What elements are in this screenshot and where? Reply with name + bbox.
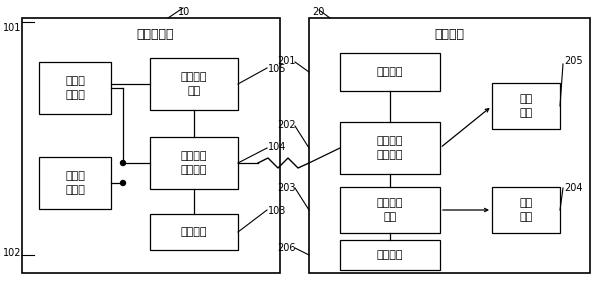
Text: 204: 204 (564, 183, 583, 193)
Text: 控制
模块: 控制 模块 (519, 198, 533, 222)
Text: 201: 201 (277, 56, 296, 66)
Text: 电源控制
模块: 电源控制 模块 (181, 72, 207, 95)
Text: 104: 104 (268, 142, 287, 152)
Text: 第一网络
连恩模块: 第一网络 连恩模块 (181, 151, 207, 175)
Text: 102: 102 (3, 248, 21, 258)
Bar (150, 137, 238, 189)
Text: 第一供
电模块: 第一供 电模块 (65, 76, 85, 99)
Bar (150, 214, 238, 250)
Text: 203: 203 (277, 183, 296, 193)
Circle shape (121, 180, 125, 186)
Bar (492, 83, 560, 129)
Bar (492, 187, 560, 233)
Text: 提示模块: 提示模块 (377, 250, 403, 260)
Text: 206: 206 (277, 243, 296, 253)
Bar (340, 187, 440, 233)
Text: 输入
模块: 输入 模块 (519, 94, 533, 118)
Text: 103: 103 (268, 206, 287, 216)
Bar (39, 157, 111, 209)
Bar (22, 18, 280, 273)
Bar (340, 53, 440, 91)
Text: 检测模块: 检测模块 (181, 227, 207, 237)
Text: 10: 10 (178, 7, 190, 17)
Text: 205: 205 (564, 56, 583, 66)
Text: 数据处理
模块: 数据处理 模块 (377, 198, 403, 222)
Text: 第二网络
连恩模块: 第二网络 连恩模块 (377, 137, 403, 160)
Text: 202: 202 (277, 120, 296, 130)
Bar (340, 240, 440, 270)
Bar (309, 18, 590, 273)
Text: 无线充电器: 无线充电器 (136, 28, 174, 42)
Bar (340, 122, 440, 174)
Text: 显示模块: 显示模块 (377, 67, 403, 77)
Text: 第二供
电模块: 第二供 电模块 (65, 171, 85, 195)
Text: 监控装置: 监控装置 (434, 28, 464, 42)
Text: 101: 101 (3, 23, 21, 33)
Text: 105: 105 (268, 64, 287, 74)
Bar (150, 58, 238, 110)
Bar (39, 62, 111, 114)
Circle shape (121, 160, 125, 166)
Text: 20: 20 (312, 7, 324, 17)
